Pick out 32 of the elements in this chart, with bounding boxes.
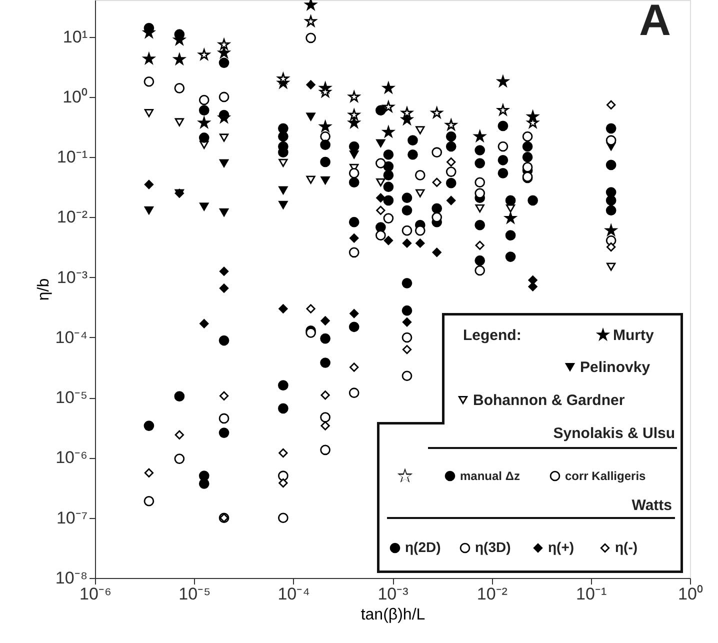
legend-label: η(+) bbox=[548, 539, 574, 555]
y-tick-label: 10⁰ bbox=[62, 87, 88, 106]
annotation: A bbox=[639, 0, 671, 45]
x-tick-label: 10⁻⁴ bbox=[278, 584, 310, 604]
y-tick-label: 10⁻⁵ bbox=[56, 388, 88, 408]
x-tick-label: 10⁻⁶ bbox=[80, 584, 112, 604]
legend-label: corr Kalligeris bbox=[565, 469, 646, 483]
x-tick-label: 10⁻² bbox=[476, 584, 508, 604]
y-tick-label: 10⁻¹ bbox=[56, 148, 88, 167]
y-tick-label: 10⁻⁴ bbox=[55, 328, 88, 347]
x-tick-label: 10⁰ bbox=[678, 584, 703, 604]
legend-label: manual Δz bbox=[460, 469, 520, 483]
annotation: Synolakis & Ulsu bbox=[553, 425, 675, 442]
legend-label: η(2D) bbox=[405, 539, 441, 555]
x-tick-label: 10⁻⁵ bbox=[178, 584, 211, 604]
legend-title: Legend: bbox=[463, 327, 522, 344]
y-tick-label: 10⁻⁸ bbox=[55, 568, 88, 588]
y-tick-label: 10⁻² bbox=[56, 208, 88, 227]
legend-label: Murty bbox=[613, 327, 654, 344]
y-tick-label: 10⁻⁷ bbox=[56, 508, 88, 528]
x-tick-label: 10⁻³ bbox=[378, 584, 409, 604]
annotation: Watts bbox=[632, 497, 672, 514]
legend-label: η(-) bbox=[615, 539, 638, 555]
y-axis-title: η/b bbox=[35, 278, 52, 301]
y-tick-label: 10⁻³ bbox=[56, 268, 88, 287]
legend-label: η(3D) bbox=[475, 539, 511, 555]
y-tick-label: 10¹ bbox=[62, 27, 88, 46]
x-tick-label: 10⁻¹ bbox=[576, 584, 607, 604]
y-tick-label: 10⁻⁶ bbox=[56, 448, 88, 468]
x-axis-title: tan(β)h/L bbox=[360, 606, 426, 624]
legend-label: Pelinovky bbox=[580, 359, 651, 376]
legend-label: Bohannon & Gardner bbox=[473, 392, 625, 409]
